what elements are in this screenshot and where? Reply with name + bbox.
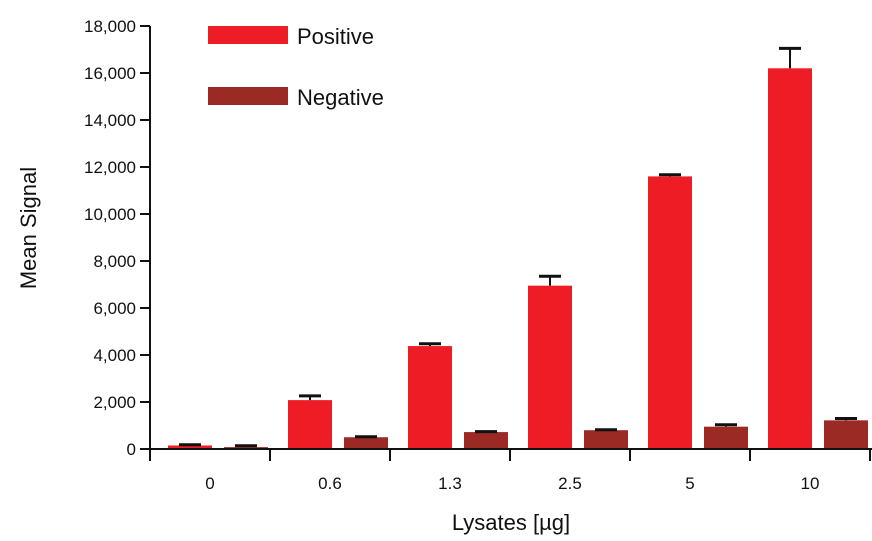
x-axis-title: Lysates [µg]: [452, 510, 570, 535]
legend-swatch-positive: [208, 26, 288, 44]
y-axis-title: Mean Signal: [16, 167, 41, 289]
y-tick-label: 8,000: [93, 252, 136, 271]
legend-swatch-negative: [208, 87, 288, 105]
bar-positive-2: [408, 346, 452, 449]
bars: [168, 46, 868, 450]
y-tick-label: 4,000: [93, 346, 136, 365]
y-tick-label: 12,000: [84, 158, 136, 177]
y-tick-label: 6,000: [93, 299, 136, 318]
legend-label-negative: Negative: [297, 85, 384, 110]
legend: Positive Negative: [208, 24, 384, 110]
legend-label-positive: Positive: [297, 24, 374, 49]
y-tick-label: 0: [127, 440, 136, 459]
bar-positive-5: [768, 68, 812, 450]
bar-negative-4: [704, 426, 748, 449]
y-tick-label: 16,000: [84, 64, 136, 83]
y-tick-label: 18,000: [84, 17, 136, 36]
x-tick-label: 10: [801, 474, 820, 493]
x-tick-label: 0.6: [318, 474, 342, 493]
bar-negative-5: [824, 420, 868, 449]
x-tick-labels: 0 0.6 1.3 2.5 5 10: [205, 474, 819, 493]
bar-negative-1: [344, 437, 388, 449]
x-tick-label: 1.3: [438, 474, 462, 493]
bar-negative-2: [464, 432, 508, 449]
y-tick-labels: 0 2,000 4,000 6,000 8,000 10,000 12,000 14,000 1…: [84, 17, 136, 459]
bar-positive-4: [648, 176, 692, 449]
x-tick-label: 0: [205, 474, 214, 493]
x-tick-label: 5: [685, 474, 694, 493]
bar-negative-3: [584, 430, 628, 449]
y-tick-label: 14,000: [84, 111, 136, 130]
axes: [140, 25, 872, 461]
bar-positive-3: [528, 285, 572, 449]
x-tick-label: 2.5: [558, 474, 582, 493]
y-tick-label: 2,000: [93, 393, 136, 412]
y-tick-label: 10,000: [84, 205, 136, 224]
bar-positive-0: [168, 445, 212, 449]
bar-positive-1: [288, 400, 332, 449]
